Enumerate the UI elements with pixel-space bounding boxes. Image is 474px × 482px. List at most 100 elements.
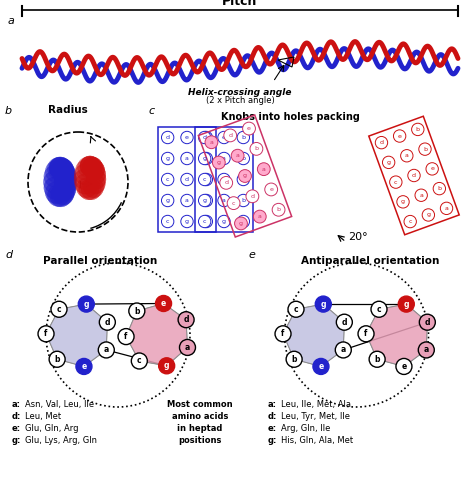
Circle shape: [220, 176, 233, 189]
Circle shape: [218, 215, 230, 228]
Circle shape: [257, 163, 270, 175]
Text: g: g: [185, 219, 189, 224]
Circle shape: [396, 359, 412, 375]
Text: c: c: [137, 357, 142, 365]
Text: f: f: [124, 332, 128, 341]
Circle shape: [178, 312, 194, 328]
Circle shape: [337, 314, 352, 330]
Text: e: e: [248, 250, 255, 260]
Text: b: b: [204, 135, 209, 140]
Text: a: a: [258, 214, 262, 219]
Text: c: c: [166, 177, 169, 182]
Polygon shape: [46, 304, 107, 366]
Text: a: a: [424, 346, 429, 354]
Text: d: d: [183, 315, 189, 324]
Circle shape: [79, 180, 99, 200]
Circle shape: [418, 342, 434, 358]
Text: d: d: [250, 194, 255, 199]
Circle shape: [404, 215, 416, 228]
Text: c: c: [294, 305, 298, 314]
Text: d:: d:: [12, 412, 21, 421]
Circle shape: [199, 131, 211, 144]
Circle shape: [227, 197, 240, 210]
Text: d: d: [228, 133, 232, 138]
Text: c: c: [409, 219, 412, 224]
Text: e: e: [401, 362, 407, 371]
Text: e: e: [185, 135, 189, 140]
Circle shape: [397, 196, 409, 208]
Text: Helix-crossing angle: Helix-crossing angle: [188, 88, 292, 97]
Text: a: a: [341, 346, 346, 354]
Text: Most common: Most common: [167, 400, 233, 409]
Circle shape: [181, 215, 193, 228]
Text: a: a: [236, 153, 239, 158]
Text: g: g: [243, 174, 247, 178]
Circle shape: [51, 158, 73, 180]
Text: d: d: [425, 318, 430, 327]
Text: c: c: [394, 180, 398, 185]
Circle shape: [180, 339, 195, 355]
Text: 20°: 20°: [348, 232, 368, 242]
Text: g:: g:: [268, 436, 277, 445]
Text: d: d: [166, 135, 170, 140]
Text: b: b: [134, 307, 139, 316]
Circle shape: [254, 210, 266, 223]
Text: d: d: [412, 173, 416, 178]
Circle shape: [335, 342, 351, 358]
Circle shape: [218, 152, 230, 165]
Circle shape: [81, 180, 101, 200]
Circle shape: [237, 174, 249, 186]
Text: e: e: [319, 362, 324, 371]
Text: amino acids: amino acids: [172, 412, 228, 421]
Circle shape: [49, 351, 65, 367]
Circle shape: [371, 301, 387, 317]
Text: d: d: [380, 140, 383, 145]
Text: b: b: [292, 355, 297, 364]
Circle shape: [375, 136, 388, 149]
Circle shape: [181, 152, 193, 165]
Text: Pitch: Pitch: [222, 0, 258, 8]
Text: g: g: [427, 213, 430, 217]
Circle shape: [415, 189, 428, 201]
Text: c: c: [203, 219, 206, 224]
Text: a: a: [204, 219, 208, 224]
Circle shape: [246, 190, 259, 203]
Text: e: e: [241, 177, 245, 182]
Circle shape: [231, 149, 244, 162]
Circle shape: [50, 185, 72, 207]
Text: b: b: [374, 355, 380, 364]
Circle shape: [54, 178, 76, 201]
Text: a: a: [222, 156, 226, 161]
Circle shape: [218, 194, 230, 207]
Circle shape: [74, 164, 94, 184]
Circle shape: [76, 178, 97, 198]
Text: d: d: [203, 135, 207, 140]
Circle shape: [78, 157, 98, 177]
Circle shape: [419, 143, 431, 155]
Polygon shape: [366, 304, 428, 366]
Text: His, Gln, Ala, Met: His, Gln, Ala, Met: [281, 436, 353, 445]
Circle shape: [49, 157, 71, 179]
Text: a:: a:: [12, 400, 21, 409]
Circle shape: [181, 194, 193, 207]
Circle shape: [286, 351, 302, 367]
Circle shape: [162, 215, 174, 228]
Circle shape: [426, 163, 438, 175]
Text: Antiparallel orientation: Antiparallel orientation: [301, 256, 439, 266]
Circle shape: [82, 157, 102, 177]
Circle shape: [86, 169, 106, 189]
Text: f: f: [365, 329, 368, 338]
Circle shape: [53, 162, 75, 184]
Circle shape: [162, 131, 174, 144]
Text: e: e: [398, 134, 401, 138]
Circle shape: [46, 161, 67, 182]
Circle shape: [75, 174, 95, 194]
Text: c: c: [377, 305, 381, 314]
Text: e: e: [204, 177, 208, 182]
Text: e:: e:: [268, 424, 277, 433]
Text: b: b: [204, 198, 209, 203]
Text: c: c: [166, 219, 169, 224]
Text: g: g: [387, 160, 391, 165]
Text: a: a: [185, 198, 189, 203]
Circle shape: [55, 175, 76, 197]
